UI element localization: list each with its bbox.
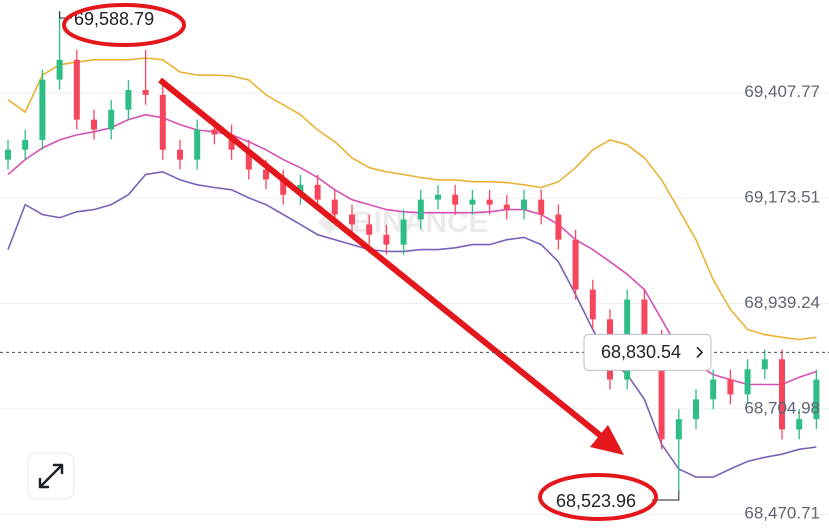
band-line [7, 57, 817, 341]
trend-arrow [158, 77, 624, 455]
candle-body [39, 79, 46, 140]
low-label: 68,523.96 [556, 491, 636, 511]
candle-body [779, 359, 785, 430]
candle-body [675, 419, 682, 440]
current-price-box [583, 333, 712, 371]
candle-body [159, 94, 166, 150]
candle-body [435, 194, 441, 200]
current-price-label: 68,830.54 [601, 342, 681, 362]
chevron [696, 346, 704, 358]
candle-body [211, 129, 218, 135]
candle-body [589, 289, 596, 320]
candle-body [91, 119, 97, 130]
y-tick-label: 68,939.24 [744, 293, 820, 312]
candle-body [228, 134, 235, 150]
y-tick-label: 68,470.71 [744, 504, 820, 523]
candle-body [417, 199, 424, 220]
candle-body [22, 139, 29, 150]
low-connector [652, 490, 680, 501]
highlight-ring [62, 3, 186, 47]
candle-body [383, 234, 390, 245]
candle-body [280, 179, 287, 195]
expand-button[interactable] [27, 452, 75, 500]
candle-body [263, 169, 269, 180]
candle-body [641, 299, 648, 340]
candle-body [331, 199, 338, 215]
candle-body [142, 89, 149, 95]
expand-icon[interactable] [38, 463, 64, 489]
candle-body [314, 184, 321, 200]
candle-body [469, 199, 476, 205]
candle-body [503, 204, 510, 210]
candle-body [349, 214, 355, 225]
candle-body [538, 199, 545, 215]
candle-body [125, 89, 132, 110]
candle-body [245, 149, 252, 170]
candle-body [572, 239, 579, 290]
candle-body [73, 59, 80, 120]
candle-body [56, 59, 63, 80]
candle-body [744, 369, 751, 395]
y-tick-label: 69,407.77 [744, 82, 820, 101]
candle-body [400, 219, 407, 245]
arrow-head [590, 425, 624, 455]
band-line [7, 170, 817, 478]
candle-body [521, 199, 527, 210]
arrow-shaft [158, 77, 608, 443]
candle-body [727, 379, 734, 395]
candle-body [366, 224, 373, 235]
candle-body [813, 379, 820, 420]
highlight-ring [538, 473, 658, 521]
candle-body [796, 419, 803, 430]
annotations: 69,588.79 68,523.96 68,830.54 [0, 3, 829, 521]
candle-body [555, 214, 562, 240]
candle-body [486, 199, 493, 205]
candle-body [452, 194, 459, 205]
candle-body [710, 379, 717, 400]
candle-body [194, 129, 201, 160]
y-tick-label: 69,173.51 [744, 188, 820, 207]
candle-body [5, 149, 11, 160]
candle-body [761, 359, 768, 370]
candle-body [658, 339, 665, 440]
grid [0, 92, 829, 515]
candle-body [108, 109, 115, 130]
candle-body [693, 399, 699, 420]
candle-body [177, 149, 183, 160]
high-label: 69,588.79 [74, 9, 154, 29]
y-tick-label: 68,704.98 [744, 398, 820, 417]
